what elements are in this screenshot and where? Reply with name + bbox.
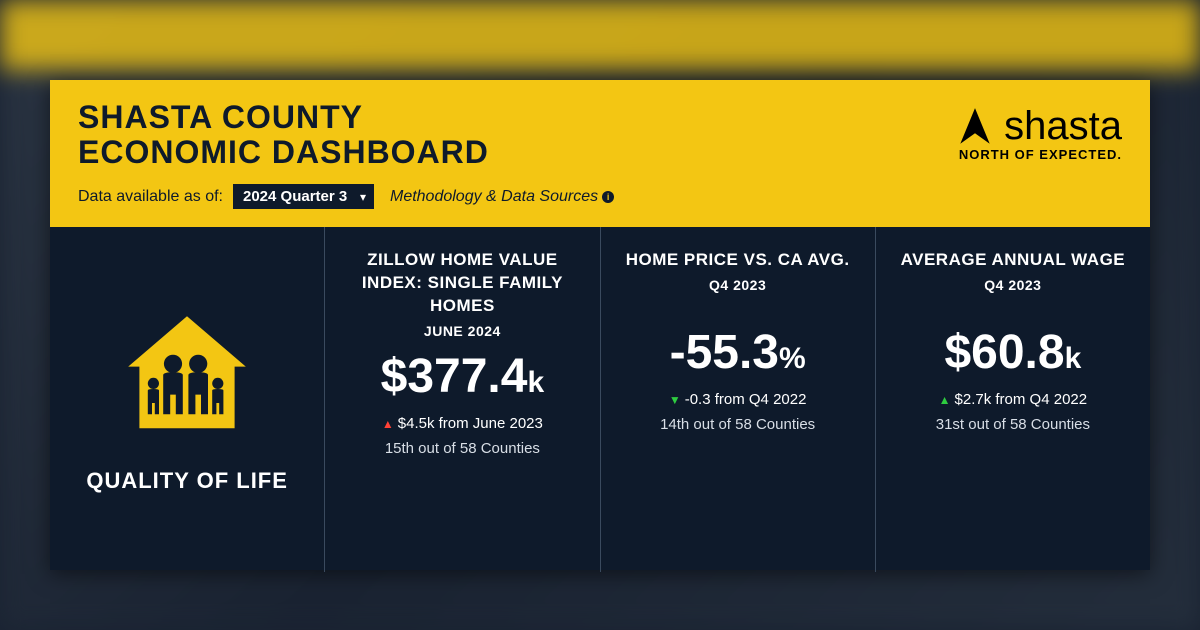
qol-label: QUALITY OF LIFE: [86, 468, 288, 494]
logo-arrow-icon: [954, 106, 996, 148]
metric-title: HOME PRICE VS. CA AVG. Q4 2023: [626, 249, 850, 317]
metric-value: -55.3%: [670, 329, 806, 377]
metric-title: AVERAGE ANNUAL WAGE Q4 2023: [901, 249, 1126, 317]
metrics-row: QUALITY OF LIFE ZILLOW HOME VALUE INDEX:…: [50, 227, 1150, 572]
quality-of-life-card[interactable]: QUALITY OF LIFE: [50, 227, 325, 572]
metric-title: ZILLOW HOME VALUE INDEX: SINGLE FAMILY H…: [343, 249, 581, 341]
methodology-link[interactable]: Methodology & Data Sources i: [390, 188, 614, 206]
metric-delta: ▲ $2.7k from Q4 2022: [939, 391, 1087, 408]
data-as-of-label: Data available as of:: [78, 188, 223, 206]
logo-tagline: NORTH OF EXPECTED.: [959, 147, 1122, 162]
metric-rank: 31st out of 58 Counties: [936, 416, 1090, 433]
dashboard-panel: SHASTA COUNTY ECONOMIC DASHBOARD Data av…: [50, 80, 1150, 570]
metric-value: $60.8k: [944, 329, 1081, 377]
dashboard-header: SHASTA COUNTY ECONOMIC DASHBOARD Data av…: [50, 80, 1150, 227]
metric-card-home-value[interactable]: ZILLOW HOME VALUE INDEX: SINGLE FAMILY H…: [325, 227, 600, 572]
house-family-icon: [117, 305, 257, 450]
brand-logo: shasta NORTH OF EXPECTED.: [954, 100, 1122, 162]
dashboard-title: SHASTA COUNTY ECONOMIC DASHBOARD: [78, 100, 954, 170]
metric-card-price-vs-avg[interactable]: HOME PRICE VS. CA AVG. Q4 2023 -55.3% ▼ …: [601, 227, 876, 572]
triangle-down-icon: ▼: [669, 393, 681, 407]
quarter-select[interactable]: 2024 Quarter 3: [233, 184, 374, 209]
metric-value: $377.4k: [381, 353, 545, 401]
metric-delta: ▲ $4.5k from June 2023: [382, 415, 543, 432]
info-icon: i: [602, 191, 614, 203]
logo-text: shasta: [1004, 104, 1122, 149]
metric-delta: ▼ -0.3 from Q4 2022: [669, 391, 807, 408]
metric-card-annual-wage[interactable]: AVERAGE ANNUAL WAGE Q4 2023 $60.8k ▲ $2.…: [876, 227, 1150, 572]
metric-rank: 15th out of 58 Counties: [385, 440, 540, 457]
triangle-up-icon: ▲: [939, 393, 951, 407]
triangle-up-icon: ▲: [382, 417, 394, 431]
metric-rank: 14th out of 58 Counties: [660, 416, 815, 433]
